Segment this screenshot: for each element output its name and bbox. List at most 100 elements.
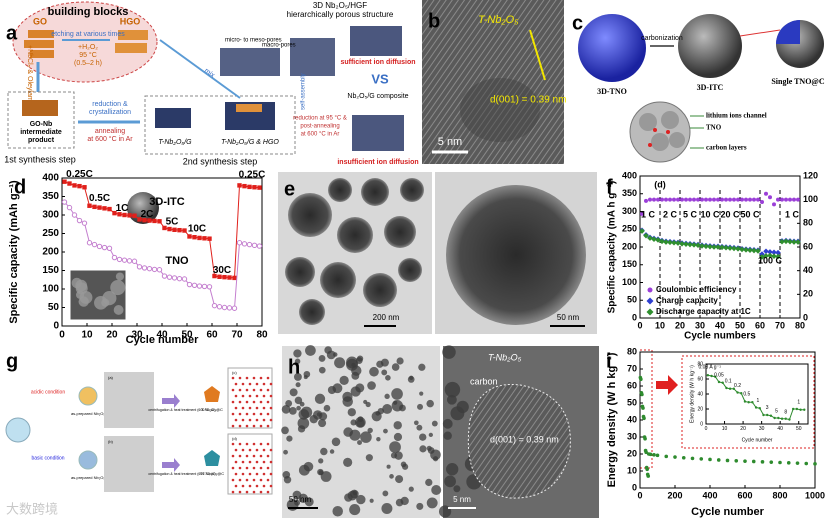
- x-tick-label: 10: [655, 320, 665, 330]
- annotation: 10 C: [700, 209, 720, 219]
- x-tick-label: 10: [722, 426, 728, 432]
- atom: [234, 406, 238, 410]
- text: GO: [33, 16, 47, 26]
- point: [207, 236, 212, 241]
- text: at 600 °C in Ar: [87, 135, 133, 143]
- point: [191, 282, 198, 288]
- particle: [343, 457, 353, 467]
- point: [769, 414, 773, 417]
- atom: [238, 424, 242, 428]
- point: [186, 281, 193, 288]
- particle: [304, 497, 314, 507]
- x-tick-label: 70: [231, 330, 243, 341]
- particle: [349, 429, 361, 441]
- particle: [398, 258, 422, 282]
- particle: [288, 407, 297, 415]
- panel-e: e 200 nm 50 nm: [278, 172, 597, 334]
- annotation: 1: [797, 400, 800, 406]
- point: [778, 460, 782, 465]
- particle: [294, 499, 301, 506]
- tem-image: [104, 436, 154, 492]
- point: [708, 457, 712, 462]
- x-tick-label: 20: [106, 330, 118, 341]
- particle: [419, 445, 427, 453]
- box: [7, 91, 75, 149]
- point: [758, 407, 761, 410]
- particle: [324, 346, 332, 354]
- particle: [393, 421, 402, 430]
- text: hierarchically porous structure: [287, 10, 394, 19]
- point: [251, 242, 258, 249]
- y-tick-label: 400: [622, 170, 637, 180]
- x-tick-label: 0: [59, 330, 65, 341]
- particle: [305, 345, 316, 356]
- sheet: [28, 30, 54, 38]
- text: self-assembly: [301, 73, 307, 110]
- x-axis-label: Cycle number: [126, 334, 199, 346]
- atom: [252, 466, 256, 470]
- particle: [297, 425, 306, 433]
- cluster: [629, 101, 691, 163]
- particle: [382, 403, 393, 414]
- particle: [357, 440, 363, 445]
- point: [646, 308, 654, 316]
- atom: [269, 382, 273, 386]
- particle: [320, 447, 328, 456]
- particle: [339, 375, 349, 385]
- atom: [241, 406, 245, 410]
- atom: [245, 478, 249, 482]
- particle: [419, 433, 427, 441]
- atom: [252, 454, 256, 458]
- particle: [391, 400, 404, 412]
- atom: [262, 460, 266, 464]
- particle: [395, 498, 404, 507]
- particle: [442, 418, 453, 429]
- particle: [431, 484, 442, 495]
- point: [151, 266, 158, 273]
- x-tick-label: 80: [256, 330, 268, 341]
- panel-label: b: [428, 10, 440, 32]
- point: [673, 455, 677, 459]
- sphere: [678, 14, 742, 78]
- y-tick-label: 50: [627, 397, 637, 407]
- text: HGO: [120, 16, 141, 26]
- y-tick-label: 0: [632, 312, 637, 322]
- particle: [453, 485, 461, 493]
- atom: [266, 388, 270, 392]
- point: [242, 183, 247, 189]
- sheet: [30, 50, 54, 58]
- text: mix: [203, 67, 216, 79]
- atom: [269, 448, 273, 452]
- point: [61, 199, 68, 205]
- panel-label: g: [6, 350, 18, 372]
- particle: [350, 386, 361, 397]
- particle: [296, 405, 301, 411]
- point: [690, 456, 695, 461]
- point: [740, 197, 744, 202]
- atom: [245, 400, 249, 404]
- point: [640, 392, 644, 397]
- atom: [255, 484, 259, 488]
- text: T-Nb₂O₅: [478, 14, 519, 26]
- point: [796, 197, 800, 202]
- atom: [252, 424, 256, 428]
- particle: [293, 349, 302, 358]
- particle: [395, 475, 404, 484]
- particle: [298, 464, 310, 476]
- atom: [262, 472, 266, 476]
- point: [91, 241, 98, 248]
- text: etching at various times: [51, 31, 125, 38]
- legend-label: Charge capacity: [656, 296, 718, 305]
- atom: [252, 400, 256, 404]
- particle: [369, 366, 379, 377]
- point: [664, 197, 668, 202]
- particle: [288, 193, 332, 237]
- atom: [234, 472, 238, 476]
- atom: [252, 388, 256, 392]
- point: [759, 251, 765, 257]
- point: [641, 406, 645, 410]
- point: [212, 273, 217, 279]
- point: [647, 235, 653, 241]
- particle: [115, 272, 125, 281]
- text: 50 nm: [557, 313, 580, 322]
